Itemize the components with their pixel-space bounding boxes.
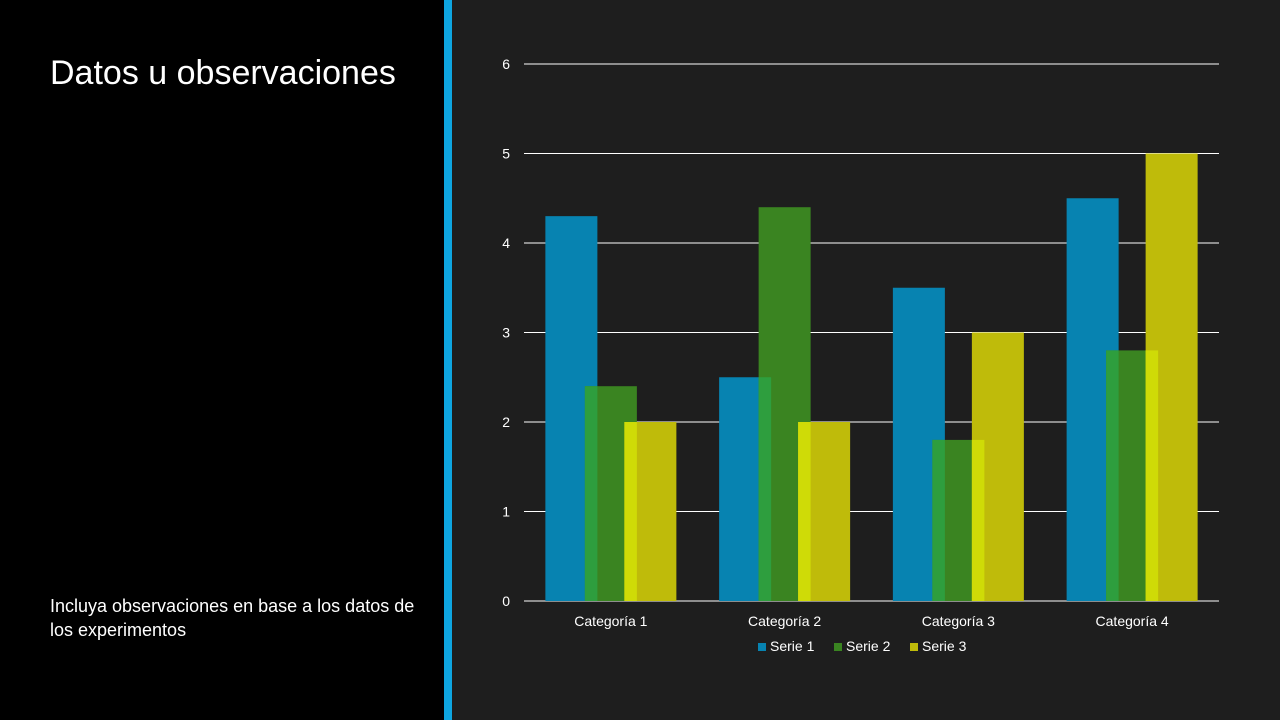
accent-divider (444, 0, 452, 720)
legend-swatch (910, 643, 918, 651)
x-category-label: Categoría 4 (1096, 613, 1169, 629)
bar-overlap-serie-3 (624, 422, 637, 601)
bar-overlap-serie-2 (932, 439, 945, 601)
y-tick-label: 5 (502, 146, 510, 162)
y-tick-label: 1 (502, 504, 510, 520)
x-category-label: Categoría 2 (748, 613, 821, 629)
y-tick-label: 2 (502, 414, 510, 430)
legend-label: Serie 3 (922, 638, 967, 654)
x-category-label: Categoría 1 (574, 613, 647, 629)
legend-swatch (758, 643, 766, 651)
bar-overlap-serie-2 (584, 386, 598, 601)
slide-note: Incluya observaciones en base a los dato… (50, 596, 415, 640)
y-tick-label: 0 (502, 593, 510, 609)
bar-overlap-serie-3 (971, 439, 985, 601)
title-panel: Datos u observaciones Incluya observacio… (0, 0, 444, 720)
y-tick-label: 3 (502, 325, 510, 341)
bar-overlap-serie-2 (1106, 350, 1119, 601)
bar-overlap-serie-3 (798, 422, 811, 601)
bar-overlap-serie-2 (758, 377, 772, 601)
legend-label: Serie 2 (846, 638, 891, 654)
chart-panel: 0 1 2 3 4 5 6 Categoría 1 Categoría 2 Categoría 3… (452, 0, 1280, 720)
bar-overlap-serie-3 (1145, 350, 1159, 601)
x-category-label: Categoría 3 (922, 613, 995, 629)
bar-chart: 0 1 2 3 4 5 6 Categoría 1 Categoría 2 Categoría 3… (502, 56, 1219, 654)
y-tick-label: 6 (502, 56, 510, 72)
slide-title: Datos u observaciones (50, 54, 396, 92)
legend-swatch (834, 643, 842, 651)
legend-label: Serie 1 (770, 638, 815, 654)
y-tick-label: 4 (502, 235, 510, 251)
